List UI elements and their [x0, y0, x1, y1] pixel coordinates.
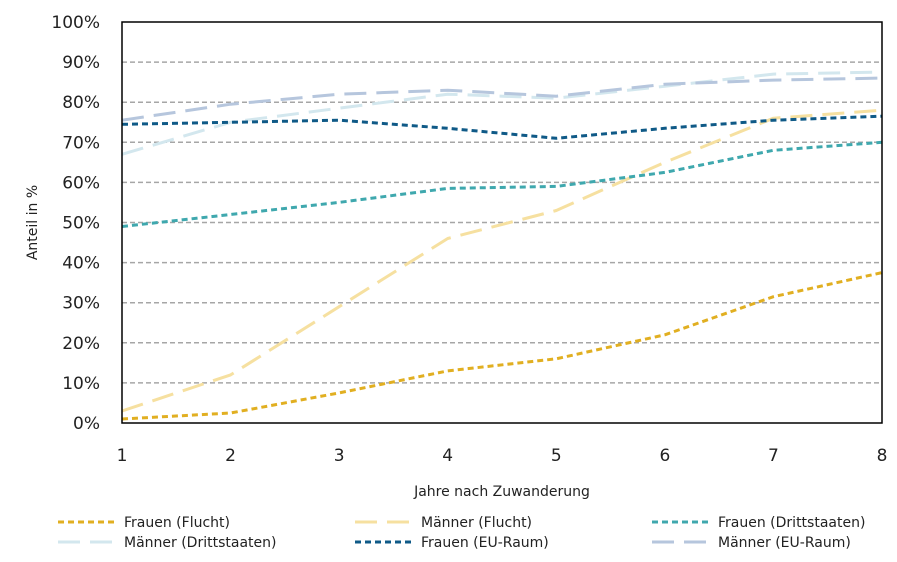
x-tick-label: 3 — [334, 446, 345, 466]
y-tick-label: 30% — [62, 294, 100, 314]
plot-area-border — [121, 21, 883, 424]
series-line-0 — [121, 271, 883, 421]
legend-label: Männer (EU-Raum) — [718, 535, 851, 551]
y-tick-label: 10% — [62, 374, 100, 394]
legend-item: Männer (Flucht) — [355, 515, 532, 531]
y-tick-label: 80% — [62, 93, 100, 113]
y-axis-title: Anteil in % — [25, 185, 41, 260]
y-axis-ticks: 0% 10% 20% 30% 40% 50% 60% 70% 80% 90% 100% — [51, 13, 100, 434]
legend: Frauen (Flucht) Männer (Flucht) Frauen (Dr… — [58, 515, 865, 551]
legend-item: Frauen (EU-Raum) — [355, 535, 549, 551]
x-tick-label: 5 — [551, 446, 562, 466]
y-tick-label: 70% — [62, 133, 100, 153]
y-tick-label: 90% — [62, 53, 100, 73]
series-line-1 — [121, 108, 883, 413]
x-tick-label: 8 — [877, 446, 888, 466]
x-axis-title: Jahre nach Zuwanderung — [413, 484, 590, 500]
x-tick-label: 6 — [659, 446, 670, 466]
legend-item: Männer (EU-Raum) — [652, 535, 851, 551]
y-tick-label: 100% — [51, 13, 100, 33]
y-tick-label: 40% — [62, 254, 100, 274]
series-line-4 — [121, 114, 883, 140]
legend-label: Frauen (Flucht) — [124, 515, 230, 531]
series-line-5 — [121, 76, 883, 122]
y-tick-label: 0% — [73, 414, 100, 434]
x-tick-label: 4 — [442, 446, 453, 466]
legend-label: Männer (Flucht) — [421, 515, 532, 531]
series-line-2 — [121, 140, 883, 228]
legend-item: Männer (Drittstaaten) — [58, 535, 276, 551]
legend-label: Frauen (EU-Raum) — [421, 535, 549, 551]
y-tick-label: 60% — [62, 173, 100, 193]
x-axis-ticks: 1 2 3 4 5 6 7 8 — [117, 446, 888, 466]
series-lines — [121, 70, 883, 421]
x-tick-label: 2 — [225, 446, 236, 466]
series-line-3 — [121, 70, 883, 156]
x-tick-label: 7 — [768, 446, 779, 466]
y-tick-label: 50% — [62, 214, 100, 234]
legend-label: Frauen (Drittstaaten) — [718, 515, 865, 531]
legend-item: Frauen (Drittstaaten) — [652, 515, 865, 531]
y-tick-label: 20% — [62, 334, 100, 354]
legend-item: Frauen (Flucht) — [58, 515, 230, 531]
grid-lines — [122, 61, 882, 384]
legend-label: Männer (Drittstaaten) — [124, 535, 276, 551]
x-tick-label: 1 — [117, 446, 128, 466]
